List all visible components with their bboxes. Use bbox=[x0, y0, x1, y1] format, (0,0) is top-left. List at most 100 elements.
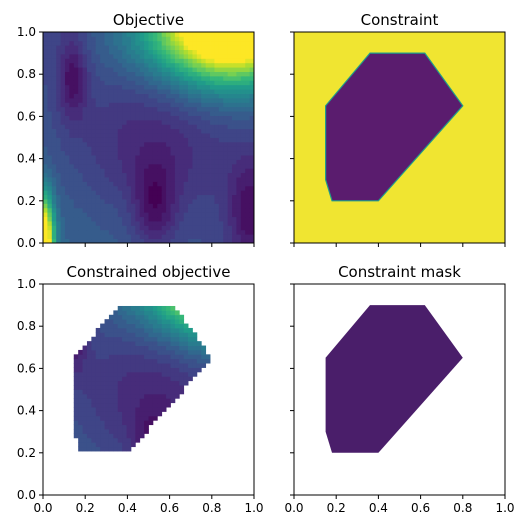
heatmap-cell bbox=[188, 119, 193, 125]
heatmap-cell bbox=[117, 305, 123, 311]
heatmap-cell bbox=[130, 133, 136, 138]
heatmap-cell bbox=[104, 97, 110, 103]
heatmap-cell bbox=[139, 155, 145, 160]
heatmap-cell bbox=[135, 221, 141, 226]
constraint-mask-panel: Constraint mask 0.0 0.2 0.4 0.6 0.8 1.0 bbox=[284, 263, 514, 515]
heatmap-cell bbox=[56, 133, 61, 138]
heatmap-cell bbox=[161, 58, 167, 64]
heatmap-cell bbox=[117, 429, 123, 434]
heatmap-cell bbox=[51, 128, 57, 134]
heatmap-cell bbox=[183, 84, 189, 90]
heatmap-cell bbox=[56, 221, 61, 226]
heatmap-cell bbox=[183, 380, 189, 386]
heatmap-cell bbox=[56, 181, 61, 187]
heatmap-cell bbox=[227, 234, 233, 240]
heatmap-cell bbox=[108, 446, 114, 452]
heatmap-cell bbox=[240, 163, 246, 169]
heatmap-cell bbox=[126, 314, 132, 320]
heatmap-cell bbox=[148, 89, 154, 94]
heatmap-cell bbox=[43, 216, 48, 222]
heatmap-cell bbox=[166, 310, 171, 316]
heatmap-cell bbox=[56, 150, 61, 156]
heatmap-cell bbox=[78, 238, 83, 243]
heatmap-cell bbox=[104, 181, 110, 187]
heatmap-cell bbox=[192, 53, 198, 59]
heatmap-cell bbox=[227, 133, 233, 138]
heatmap-cell bbox=[126, 181, 132, 187]
heatmap-cell bbox=[227, 155, 233, 160]
heatmap-cell bbox=[117, 354, 123, 360]
heatmap-cell bbox=[210, 159, 215, 165]
heatmap-cell bbox=[108, 442, 114, 448]
heatmap-cell bbox=[95, 212, 101, 218]
heatmap-cell bbox=[240, 150, 246, 156]
heatmap-cell bbox=[148, 420, 154, 426]
heatmap-cell bbox=[240, 168, 246, 174]
heatmap-cell bbox=[100, 367, 105, 373]
heatmap-cell bbox=[174, 119, 180, 125]
heatmap-cell bbox=[113, 314, 119, 320]
heatmap-cell bbox=[236, 238, 242, 243]
heatmap-cell bbox=[236, 62, 242, 68]
heatmap-cell bbox=[117, 216, 123, 222]
heatmap-cell bbox=[91, 376, 97, 382]
heatmap-cell bbox=[174, 89, 180, 94]
heatmap-cell bbox=[232, 146, 237, 152]
heatmap-cell bbox=[108, 133, 114, 138]
heatmap-cell bbox=[91, 407, 97, 412]
heatmap-cell bbox=[139, 185, 145, 191]
heatmap-cell bbox=[78, 137, 83, 143]
heatmap-cell bbox=[100, 437, 105, 443]
heatmap-cell bbox=[166, 40, 171, 46]
heatmap-cell bbox=[130, 341, 136, 346]
heatmap-cell bbox=[227, 115, 233, 121]
heatmap-cell bbox=[139, 71, 145, 77]
heatmap-cell bbox=[100, 349, 105, 355]
heatmap-cell bbox=[135, 111, 141, 116]
heatmap-cell bbox=[43, 194, 48, 200]
heatmap-cell bbox=[51, 221, 57, 226]
heatmap-cell bbox=[152, 411, 158, 417]
heatmap-cell bbox=[183, 124, 189, 130]
heatmap-cell bbox=[144, 119, 149, 125]
heatmap-cell bbox=[51, 194, 57, 200]
heatmap-cell bbox=[51, 163, 57, 169]
heatmap-cell bbox=[148, 398, 154, 404]
heatmap-cell bbox=[64, 238, 70, 243]
heatmap-cell bbox=[95, 336, 101, 342]
heatmap-cell bbox=[135, 80, 141, 86]
heatmap-cell bbox=[86, 238, 92, 243]
heatmap-cell bbox=[152, 36, 158, 42]
heatmap-cell bbox=[130, 177, 136, 182]
heatmap-cell bbox=[108, 93, 114, 99]
heatmap-cell bbox=[60, 75, 66, 81]
heatmap-cell bbox=[104, 190, 110, 196]
heatmap-cell bbox=[86, 349, 92, 355]
heatmap-cell bbox=[249, 84, 254, 90]
heatmap-cell bbox=[139, 345, 145, 351]
heatmap-cell bbox=[139, 159, 145, 165]
heatmap-cell bbox=[214, 75, 220, 81]
heatmap-cell bbox=[126, 393, 132, 399]
heatmap-cell bbox=[73, 36, 79, 42]
heatmap-cell bbox=[245, 58, 251, 64]
heatmap-cell bbox=[179, 80, 185, 86]
heatmap-cell bbox=[135, 194, 141, 200]
heatmap-cell bbox=[86, 97, 92, 103]
heatmap-cell bbox=[148, 119, 154, 125]
heatmap-cell bbox=[236, 49, 242, 55]
plot-area-1 bbox=[294, 32, 505, 243]
heatmap-cell bbox=[148, 207, 154, 213]
heatmap-cell bbox=[95, 194, 101, 200]
heatmap-cell bbox=[227, 221, 233, 226]
heatmap-cell bbox=[117, 363, 123, 368]
heatmap-cell bbox=[139, 234, 145, 240]
heatmap-cell bbox=[245, 225, 251, 231]
heatmap-cell bbox=[139, 327, 145, 333]
heatmap-cell bbox=[170, 80, 176, 86]
heatmap-cell bbox=[73, 119, 79, 125]
heatmap-cell bbox=[104, 62, 110, 68]
heatmap-cell bbox=[210, 163, 215, 169]
heatmap-cell bbox=[166, 181, 171, 187]
heatmap-cell bbox=[91, 163, 97, 169]
